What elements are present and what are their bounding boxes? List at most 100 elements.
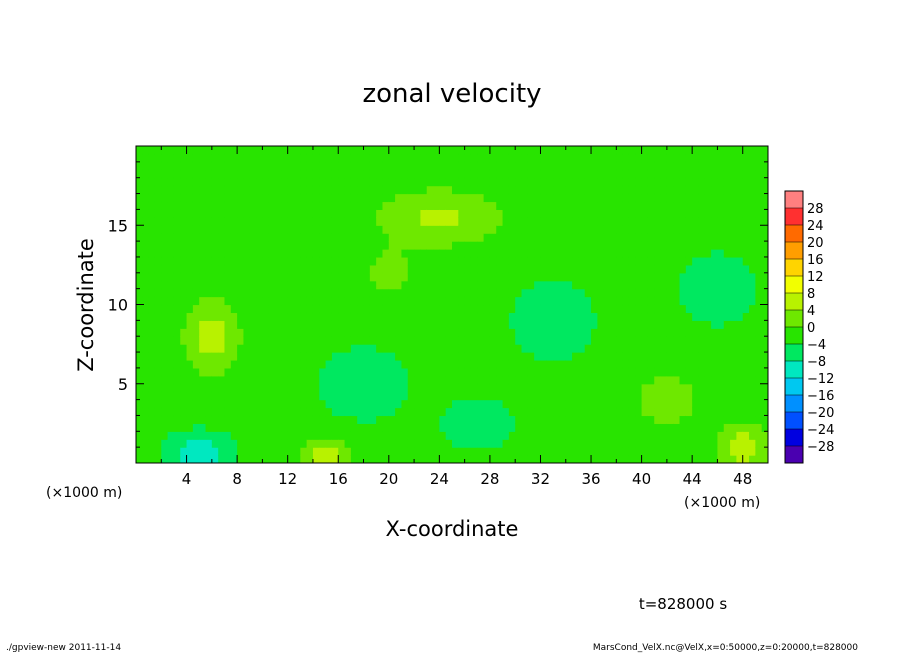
field-cell	[173, 455, 181, 463]
field-cell	[350, 344, 358, 353]
field-cell	[312, 264, 320, 274]
field-cell	[420, 431, 428, 440]
field-cell	[616, 185, 624, 195]
field-cell	[439, 233, 447, 242]
x-tick-label: 8	[232, 470, 242, 488]
field-cell	[565, 320, 573, 329]
field-cell	[572, 399, 579, 409]
field-cell	[723, 225, 731, 234]
field-cell	[559, 447, 567, 456]
field-cell	[154, 249, 162, 258]
field-cell	[723, 391, 731, 401]
field-cell	[654, 367, 662, 377]
field-cell	[666, 153, 674, 163]
field-cell	[205, 209, 213, 218]
field-cell	[154, 423, 162, 432]
field-cell	[527, 153, 535, 163]
field-cell	[420, 280, 428, 290]
field-cell	[622, 264, 630, 274]
field-cell	[704, 391, 712, 401]
field-cell	[173, 328, 181, 337]
field-cell	[704, 177, 712, 187]
field-cell	[515, 367, 523, 377]
field-cell	[344, 209, 352, 218]
field-cell	[761, 146, 768, 155]
field-cell	[666, 225, 674, 234]
field-cell	[717, 256, 725, 266]
field-cell	[647, 399, 655, 409]
field-cell	[199, 439, 207, 448]
field-cell	[502, 367, 510, 377]
field-cell	[711, 407, 719, 417]
field-cell	[502, 217, 510, 226]
field-cell	[521, 280, 529, 290]
field-cell	[262, 209, 270, 218]
field-cell	[458, 217, 466, 226]
field-cell	[382, 153, 390, 163]
field-cell	[350, 161, 358, 171]
field-cell	[142, 161, 150, 171]
field-cell	[218, 241, 226, 250]
field-cell	[211, 177, 219, 187]
field-cell	[534, 256, 542, 266]
field-cell	[685, 264, 693, 274]
field-cell	[294, 344, 301, 353]
field-cell	[616, 169, 624, 179]
field-cell	[641, 399, 649, 409]
field-cell	[717, 383, 725, 393]
field-cell	[237, 328, 245, 337]
field-cell	[306, 233, 314, 242]
field-cell	[565, 359, 573, 369]
field-cell	[515, 352, 523, 361]
field-cell	[742, 225, 750, 234]
field-cell	[199, 320, 207, 329]
field-cell	[647, 264, 655, 274]
field-cell	[597, 177, 605, 187]
field-cell	[148, 415, 156, 424]
field-cell	[154, 161, 162, 171]
field-cell	[540, 336, 548, 345]
field-cell	[584, 407, 592, 417]
field-cell	[534, 455, 542, 463]
field-cell	[717, 367, 725, 377]
field-cell	[401, 415, 409, 424]
field-cell	[243, 447, 251, 456]
field-cell	[268, 375, 276, 385]
field-cell	[711, 375, 719, 385]
field-cell	[445, 344, 453, 353]
field-cell	[452, 431, 459, 440]
field-cell	[679, 352, 687, 361]
field-cell	[180, 344, 188, 353]
field-cell	[470, 209, 478, 218]
field-cell	[679, 272, 687, 282]
field-cell	[294, 367, 301, 377]
field-cell	[628, 288, 636, 298]
field-cell	[161, 320, 169, 329]
field-cell	[692, 233, 700, 242]
field-cell	[319, 177, 327, 187]
field-cell	[749, 352, 756, 361]
field-cell	[496, 288, 504, 298]
field-cell	[338, 328, 346, 337]
field-cell	[540, 312, 548, 321]
field-cell	[742, 399, 750, 409]
field-cell	[376, 399, 384, 409]
field-cell	[730, 367, 737, 377]
x-axis-label: X-coordinate	[386, 517, 519, 541]
field-cell	[388, 233, 396, 242]
field-cell	[243, 304, 251, 314]
field-cell	[647, 161, 655, 171]
field-cell	[527, 375, 535, 385]
field-cell	[395, 336, 403, 345]
field-cell	[508, 375, 516, 385]
field-cell	[660, 296, 668, 306]
field-cell	[610, 439, 617, 448]
field-cell	[445, 383, 453, 393]
field-cell	[401, 304, 409, 314]
field-cell	[376, 209, 384, 218]
field-cell	[761, 375, 768, 385]
field-cell	[161, 185, 169, 195]
field-cell	[540, 241, 548, 250]
field-cell	[414, 359, 421, 369]
field-cell	[477, 431, 485, 440]
